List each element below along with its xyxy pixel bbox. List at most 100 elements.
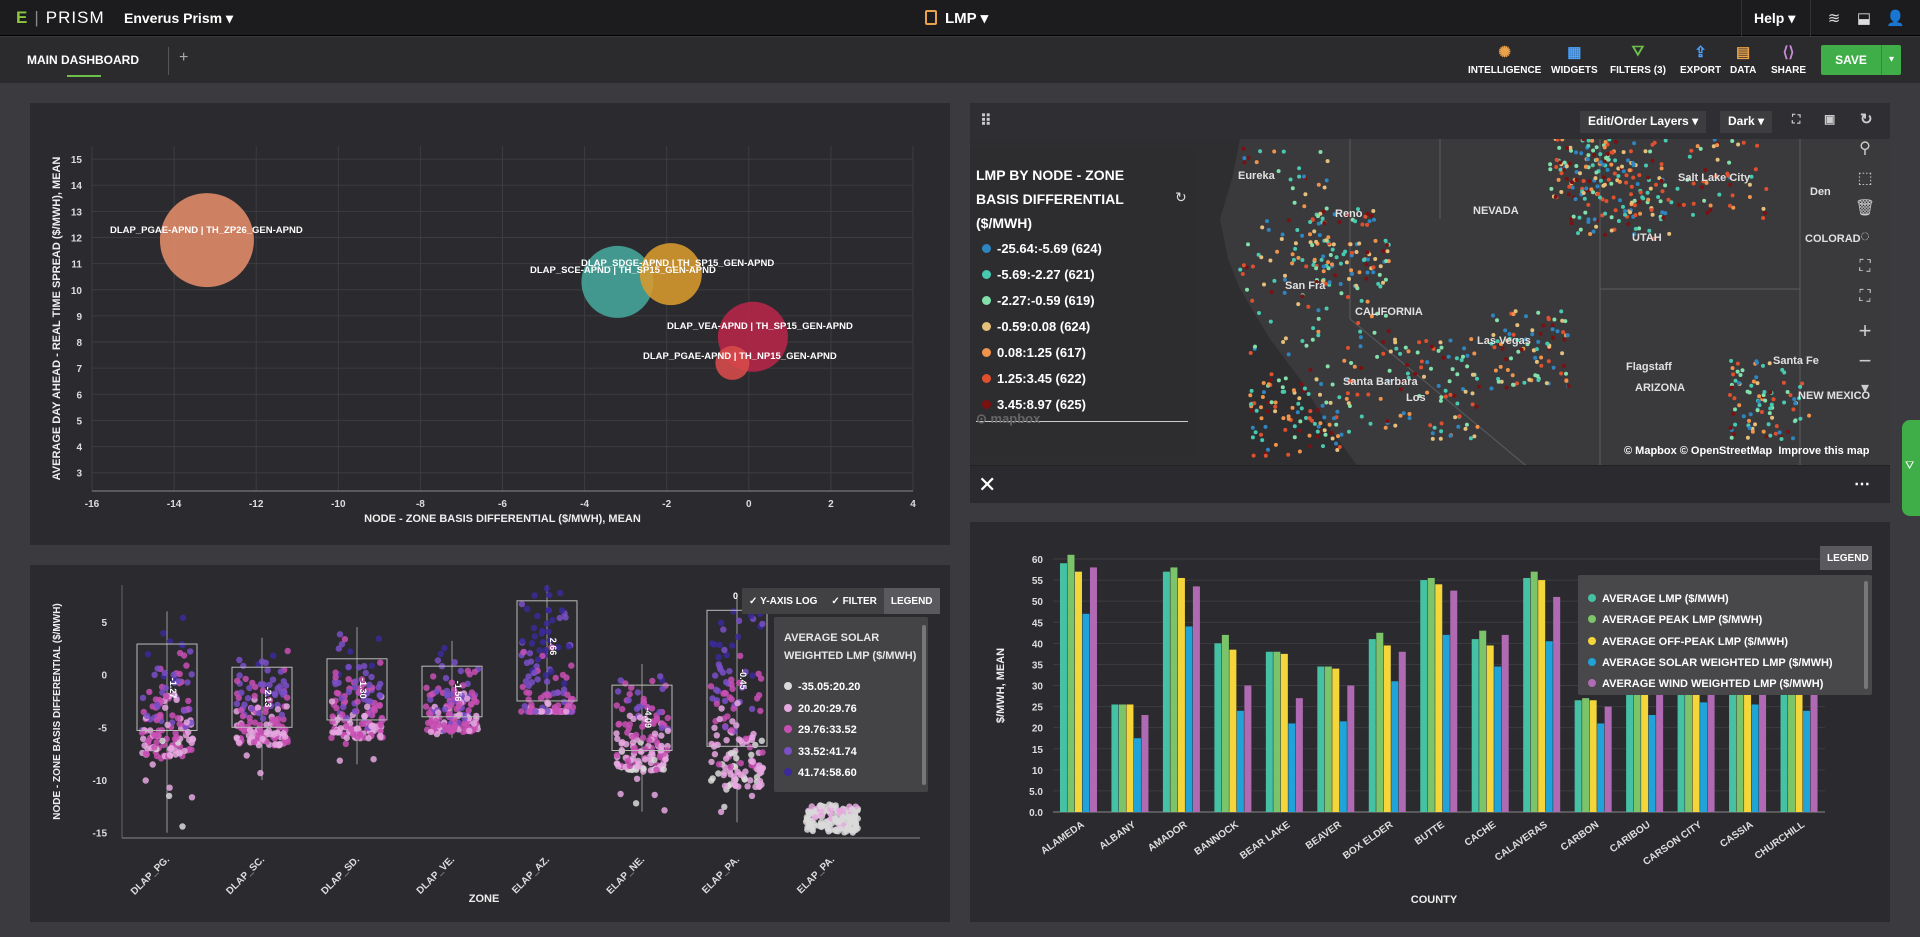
node-marker[interactable] — [1527, 377, 1532, 382]
box-point[interactable] — [138, 729, 146, 736]
node-marker[interactable] — [1242, 156, 1247, 161]
box-point[interactable] — [455, 703, 462, 710]
node-marker[interactable] — [1279, 237, 1284, 241]
box-point[interactable] — [187, 648, 194, 655]
box-point[interactable] — [139, 694, 147, 702]
box-point[interactable] — [525, 673, 532, 680]
box-legend-item[interactable]: 33.52:41.74 — [784, 746, 857, 758]
node-marker[interactable] — [1465, 364, 1470, 369]
node-marker[interactable] — [1621, 150, 1626, 155]
node-marker[interactable] — [1650, 212, 1655, 217]
node-marker[interactable] — [1273, 400, 1278, 405]
box-point[interactable] — [464, 722, 471, 730]
box-point[interactable] — [157, 713, 164, 720]
box-point[interactable] — [628, 684, 635, 691]
theme-dropdown[interactable]: Dark ▾ — [1720, 111, 1773, 133]
node-marker[interactable] — [1561, 330, 1566, 335]
box-point[interactable] — [525, 696, 532, 703]
node-marker[interactable] — [1560, 139, 1565, 142]
box-point[interactable] — [456, 711, 463, 718]
node-marker[interactable] — [1676, 203, 1681, 207]
node-marker[interactable] — [1649, 208, 1654, 212]
node-marker[interactable] — [1581, 139, 1586, 142]
node-marker[interactable] — [1541, 323, 1546, 328]
node-marker[interactable] — [1326, 235, 1331, 240]
box-point[interactable] — [345, 663, 352, 671]
node-marker[interactable] — [1318, 421, 1323, 426]
box-point[interactable] — [162, 693, 170, 700]
box-point[interactable] — [808, 803, 815, 810]
box-point[interactable] — [180, 707, 188, 714]
node-marker[interactable] — [1495, 339, 1500, 344]
improve-map-link[interactable]: Improve this map — [1778, 445, 1870, 457]
node-marker[interactable] — [1261, 381, 1266, 385]
box-point[interactable] — [179, 614, 187, 621]
box-point[interactable] — [545, 628, 552, 635]
box-point[interactable] — [424, 719, 432, 727]
box-point[interactable] — [328, 698, 336, 705]
node-marker[interactable] — [1320, 216, 1325, 221]
box-point[interactable] — [542, 672, 550, 679]
map-legend-item[interactable]: -2.27:-0.59 (619) — [982, 293, 1095, 308]
box[interactable] — [231, 666, 293, 728]
node-marker[interactable] — [1308, 367, 1313, 372]
node-marker[interactable] — [1551, 335, 1555, 340]
box-point[interactable] — [342, 740, 349, 747]
node-marker[interactable] — [1306, 392, 1311, 396]
node-marker[interactable] — [1288, 177, 1293, 182]
box-point[interactable] — [259, 735, 266, 743]
box-point[interactable] — [640, 695, 647, 703]
node-marker[interactable] — [1582, 196, 1587, 201]
node-marker[interactable] — [1745, 389, 1750, 394]
box-point[interactable] — [267, 702, 274, 710]
map-legend-item[interactable]: 0.08:1.25 (617) — [982, 345, 1086, 360]
node-marker[interactable] — [1621, 204, 1625, 209]
node-marker[interactable] — [1298, 419, 1303, 424]
box-point[interactable] — [629, 739, 637, 746]
node-marker[interactable] — [1298, 428, 1302, 433]
bar[interactable] — [1067, 554, 1075, 812]
box-point[interactable] — [464, 667, 471, 674]
node-marker[interactable] — [1475, 424, 1480, 429]
node-marker[interactable] — [1250, 435, 1255, 440]
node-marker[interactable] — [1280, 389, 1285, 394]
box-point[interactable] — [749, 672, 756, 679]
node-marker[interactable] — [1381, 340, 1386, 344]
node-marker[interactable] — [1791, 436, 1795, 441]
node-marker[interactable] — [1405, 371, 1410, 376]
node-marker[interactable] — [1750, 429, 1755, 434]
node-marker[interactable] — [1354, 250, 1359, 254]
node-marker[interactable] — [1281, 149, 1286, 154]
node-marker[interactable] — [1401, 411, 1406, 416]
box-point[interactable] — [660, 766, 667, 773]
node-marker[interactable] — [1613, 208, 1618, 213]
node-marker[interactable] — [1638, 190, 1643, 195]
box-point[interactable] — [656, 753, 663, 760]
node-marker[interactable] — [1498, 364, 1503, 369]
box-point[interactable] — [329, 718, 336, 725]
node-marker[interactable] — [1358, 335, 1363, 340]
node-marker[interactable] — [1367, 219, 1372, 224]
box-point[interactable] — [361, 662, 368, 670]
box-point[interactable] — [556, 589, 564, 597]
node-marker[interactable] — [1549, 186, 1554, 191]
box-point[interactable] — [377, 692, 384, 700]
node-marker[interactable] — [1428, 423, 1433, 428]
box-point[interactable] — [552, 708, 559, 715]
box-point[interactable] — [184, 679, 191, 686]
box-point[interactable] — [153, 739, 160, 746]
node-marker[interactable] — [1491, 313, 1495, 318]
box-point[interactable] — [658, 742, 665, 750]
node-marker[interactable] — [1282, 277, 1287, 282]
node-marker[interactable] — [1761, 363, 1765, 368]
box-point[interactable] — [656, 708, 663, 716]
node-marker[interactable] — [1461, 354, 1465, 359]
node-marker[interactable] — [1637, 173, 1642, 178]
node-marker[interactable] — [1308, 232, 1312, 237]
box-point[interactable] — [539, 627, 546, 635]
node-marker[interactable] — [1383, 277, 1388, 282]
node-marker[interactable] — [1768, 390, 1773, 395]
node-marker[interactable] — [1303, 192, 1308, 197]
box-point[interactable] — [257, 681, 265, 688]
node-marker[interactable] — [1648, 186, 1653, 191]
